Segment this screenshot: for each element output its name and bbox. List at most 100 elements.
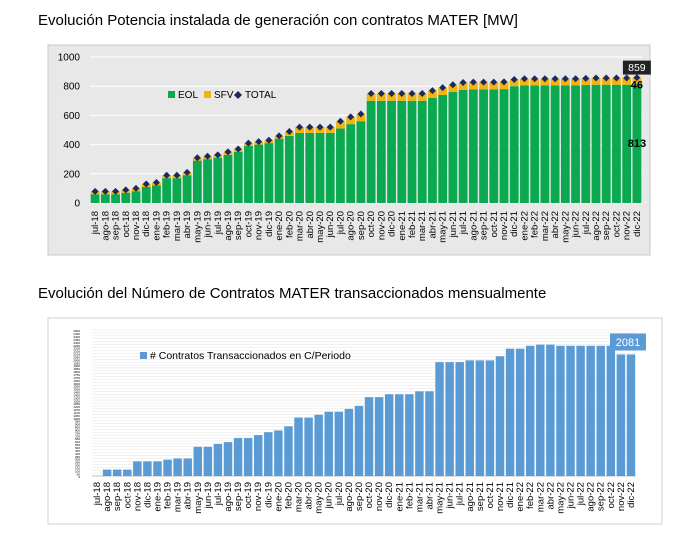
chart2-bar [123,469,132,476]
chart1-bar-eol [336,128,345,203]
chart1-xtick-label: jul-19 [213,211,224,235]
chart1-total-marker [459,79,467,87]
chart1-xtick-label: nov-19 [254,211,265,240]
chart1-xtick-label: dic-20 [387,211,398,237]
chart2-bar [495,356,505,476]
chart1-xtick-label: oct-20 [366,211,377,237]
chart2-ytick-label: 2250 [73,344,80,348]
chart1-xtick-label: abr-22 [550,211,561,238]
chart1-bar-eol [499,89,509,203]
chart1-bar-eol [612,84,621,203]
chart1-bar-eol [162,178,172,203]
chart1-total-marker [469,78,477,86]
chart2-bar [243,438,253,476]
chart1-xtick-label: sep-18 [111,211,122,240]
chart1-xtick-label: sep-20 [356,211,367,240]
chart1-total-marker [183,168,191,176]
chart2-xtick-label: nov-18 [132,482,143,511]
chart1-xtick-label: ene-22 [519,211,530,241]
chart2-bar [626,354,636,476]
chart1-bar-eol [468,89,478,203]
chart2-bar [163,459,172,476]
chart1-bar-eol [438,94,448,203]
chart2-bar [546,344,555,476]
chart1-bar-eol [131,191,141,203]
chart1-bar-eol [571,85,580,203]
chart1-total-marker [101,187,109,195]
chart1-bar-eol [264,143,274,203]
chart2-xtick-label: may-22 [555,482,566,514]
legend-contracts-label: # Contratos Transaccionados en C/Periodo [150,350,351,362]
chart1-total-marker [398,90,406,97]
chart2-ytick-label: 1350 [73,396,80,400]
chart2-xtick-label: ene-22 [515,482,526,512]
chart1-bar-eol [540,85,550,203]
chart1-total-marker [367,90,375,97]
chart2-bar [294,417,303,476]
chart1-total-marker [572,75,580,83]
chart2-ytick-label: 900 [75,423,80,427]
chart1-eol-data-label: 813 [628,138,646,150]
chart1-bar-sfv [336,121,345,129]
chart2-bar [233,438,243,476]
chart1-xtick-label: ene-20 [274,211,285,241]
chart1-bar-eol [223,154,233,203]
legend-total-marker [234,91,242,99]
chart1-ytick-label: 1000 [58,53,81,64]
chart2-bar [153,461,162,476]
chart1-bar-eol [417,100,427,203]
chart2-bar [505,348,515,476]
chart2-xtick-label: abr-22 [545,482,556,509]
chart2-xtick-label: feb-19 [163,482,174,509]
chart2-ytick-label: 2050 [73,355,80,359]
chart1-total-marker [163,171,171,179]
chart2-bar [405,394,414,476]
chart1-xtick-label: sep-21 [479,211,490,240]
chart2-ytick-label: 300 [75,458,80,462]
chart1-bar-eol [479,89,488,203]
chart1-bar-sfv [376,93,386,101]
chart2-xtick-label: ene-21 [394,482,405,512]
chart1-xtick-label: jul-20 [335,211,346,235]
chart2-xtick-label: mar-20 [294,482,305,512]
chart2-ytick-label: 1800 [73,370,80,374]
chart2-xtick-label: oct-22 [606,482,617,508]
chart1-total-marker [449,81,457,89]
chart1-xtick-label: dic-19 [264,211,275,237]
chart1-total-marker [377,90,385,97]
chart1-total-marker [173,171,181,179]
chart1-total-marker [408,90,416,97]
chart2-bar [566,345,575,476]
chart1-xtick-label: ene-19 [151,211,162,241]
chart1-xtick-label: nov-20 [376,211,387,240]
chart2-ytick-label: 1100 [74,411,81,415]
chart1-bar-eol [550,85,560,203]
chart1-bar-sfv [489,82,499,90]
chart1-xtick-label: may-21 [438,211,449,243]
chart1-total-marker [122,186,130,194]
chart2-ytick-label: 2400 [73,335,80,339]
chart2-xtick-label: nov-19 [253,482,264,511]
chart1-ytick-label: 600 [63,111,80,122]
chart1-bar-eol [407,100,417,203]
chart1-total-marker [612,74,620,82]
legend-eol-swatch [168,91,175,98]
chart1-bar-sfv [448,84,458,93]
chart1-total-marker [296,123,304,131]
chart1-title: Evolución Potencia instalada de generaci… [38,12,518,29]
chart2-xtick-label: dic-18 [142,482,153,508]
chart2-xtick-label: nov-22 [616,482,627,511]
chart1-bar-eol [274,138,284,203]
chart2-xtick-label: dic-21 [505,482,516,508]
chart2-ytick-label: 1300 [73,399,80,403]
chart1-xtick-label: abr-21 [427,211,438,238]
chart2-ytick-label: 1050 [73,414,80,418]
chart2-ytick-label: 1900 [73,364,80,368]
chart2-xtick-label: sep-20 [354,482,365,511]
chart1-xtick-label: ago-21 [468,211,479,241]
chart1-total-marker [592,74,600,82]
chart2-ytick-label: 1700 [73,376,80,380]
chart2-bar [183,458,192,476]
chart2-ytick-label: 2350 [73,338,80,342]
